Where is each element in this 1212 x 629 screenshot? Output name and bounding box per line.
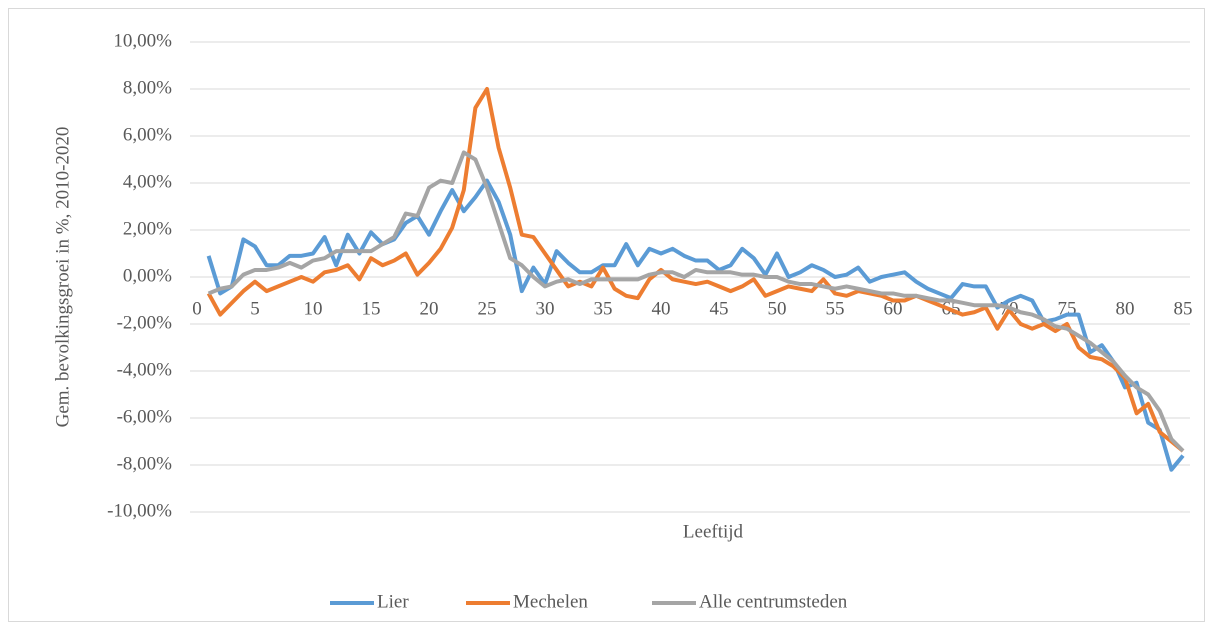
x-tick-label: 55: [826, 298, 845, 319]
x-tick-label: 0: [192, 298, 202, 319]
x-tick-label: 5: [250, 298, 260, 319]
y-tick-label: -4,00%: [117, 359, 173, 380]
y-tick-label: 0,00%: [123, 265, 172, 286]
x-tick-label: 45: [710, 298, 729, 319]
series-line: [207, 150, 1185, 453]
x-axis-title: Leeftijd: [683, 521, 744, 542]
series-line: [206, 178, 1185, 472]
x-tick-label: 60: [884, 298, 903, 319]
y-tick-label: 4,00%: [123, 171, 172, 192]
x-tick-label: 40: [652, 298, 671, 319]
x-tick-label: 35: [594, 298, 613, 319]
y-tick-label: -10,00%: [107, 500, 172, 521]
y-axis-title: Gem. bevolkingsgroei in %, 2010-2020: [52, 127, 73, 428]
y-tick-label: 10,00%: [113, 30, 172, 51]
y-tick-label: 6,00%: [123, 124, 172, 145]
x-tick-label: 15: [362, 298, 381, 319]
x-tick-label: 10: [304, 298, 323, 319]
legend-label: Mechelen: [513, 591, 588, 612]
x-tick-label: 20: [420, 298, 439, 319]
legend-label: Alle centrumsteden: [699, 591, 848, 612]
y-tick-label: -8,00%: [117, 453, 173, 474]
x-tick-label: 30: [536, 298, 555, 319]
x-tick-label: 25: [478, 298, 497, 319]
x-tick-label: 50: [768, 298, 787, 319]
legend-label: Lier: [377, 591, 409, 612]
x-tick-label: 85: [1174, 298, 1193, 319]
y-tick-label: 8,00%: [123, 77, 172, 98]
y-tick-label: -2,00%: [117, 312, 173, 333]
series-line: [206, 87, 1185, 453]
y-tick-label: 2,00%: [123, 218, 172, 239]
x-tick-label: 80: [1116, 298, 1135, 319]
y-tick-label: -6,00%: [117, 406, 173, 427]
